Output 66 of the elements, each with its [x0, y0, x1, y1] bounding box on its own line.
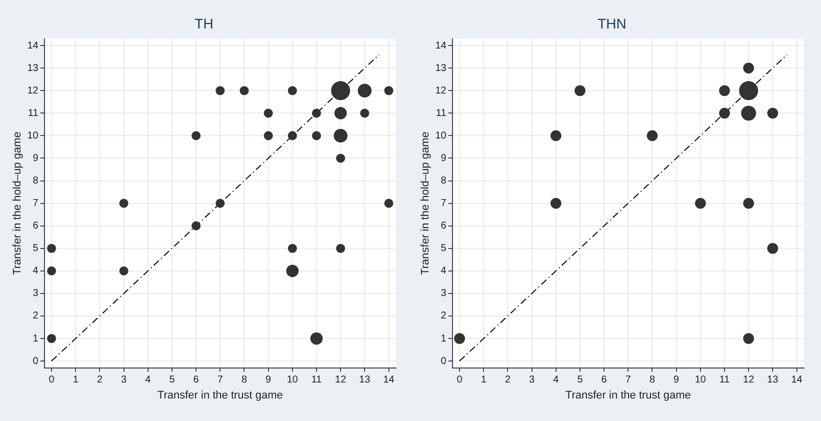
y-tick-label: 9: [440, 152, 447, 164]
x-tick-label: 1: [480, 374, 487, 386]
y-tick-label: 3: [32, 288, 39, 300]
x-tick-label: 5: [169, 374, 176, 386]
x-tick-label: 3: [121, 374, 128, 386]
x-tick-label: 1: [72, 374, 79, 386]
y-tick-label: 1: [32, 333, 39, 344]
y-tick-label: 4: [440, 266, 447, 277]
y-tick-label: 12: [27, 85, 39, 96]
x-tick-label: 7: [625, 374, 632, 386]
y-tick-label: 8: [32, 176, 39, 187]
y-tick-label: 1: [440, 333, 447, 344]
y-tick-label: 5: [440, 243, 447, 254]
x-tick-label: 8: [241, 374, 248, 386]
x-tick-label: 3: [529, 374, 536, 386]
x-tick-label: 5: [577, 374, 584, 386]
y-tick-label: 6: [440, 220, 447, 232]
y-tick-label: 8: [440, 176, 447, 187]
y-tick-label: 4: [32, 266, 39, 277]
x-tick-label: 6: [193, 374, 200, 386]
x-tick-label: 12: [335, 374, 347, 386]
y-tick-label: 7: [32, 198, 39, 210]
x-axis-title: Transfer in the trust game: [565, 389, 691, 402]
y-tick-label: 5: [32, 243, 39, 254]
x-tick-label: 7: [217, 374, 224, 386]
x-tick-label: 10: [286, 374, 298, 386]
x-tick-label: 12: [743, 374, 755, 386]
x-tick-label: 0: [456, 374, 463, 386]
x-tick-label: 4: [145, 374, 152, 386]
x-axis-title: Transfer in the trust game: [157, 389, 283, 402]
y-tick-label: 11: [28, 108, 39, 119]
y-tick-label: 11: [436, 108, 447, 119]
x-tick-label: 14: [791, 374, 803, 386]
y-tick-label: 10: [27, 130, 39, 142]
y-tick-label: 13: [27, 62, 39, 74]
x-tick-label: 10: [694, 374, 706, 386]
y-tick-label: 6: [32, 220, 39, 232]
x-tick-label: 11: [719, 374, 730, 386]
x-tick-label: 9: [266, 374, 272, 386]
y-tick-label: 2: [440, 310, 447, 322]
x-tick-label: 11: [311, 374, 322, 386]
y-tick-label: 14: [27, 40, 39, 52]
y-tick-label: 14: [435, 40, 447, 52]
x-tick-label: 6: [601, 374, 608, 386]
chart-title: THN: [598, 15, 626, 32]
y-tick-label: 9: [32, 152, 39, 164]
y-axis-title: Transfer in the hold–up game: [12, 132, 24, 275]
y-tick-label: 10: [435, 130, 447, 142]
x-tick-label: 14: [383, 374, 395, 386]
y-axis-title: Transfer in the hold–up game: [420, 132, 432, 275]
x-tick-label: 2: [504, 374, 511, 386]
x-tick-label: 2: [96, 374, 103, 386]
y-tick-label: 3: [440, 288, 447, 300]
x-tick-label: 9: [674, 374, 680, 386]
y-tick-label: 7: [440, 198, 447, 210]
x-tick-label: 0: [48, 374, 55, 386]
y-tick-label: 12: [435, 85, 447, 96]
y-tick-label: 13: [435, 62, 447, 74]
x-tick-label: 8: [649, 374, 656, 386]
y-tick-label: 2: [32, 310, 39, 322]
y-tick-label: 0: [32, 356, 39, 367]
x-tick-label: 13: [359, 374, 371, 386]
x-tick-label: 13: [767, 374, 779, 386]
chart-title: TH: [194, 15, 214, 32]
x-tick-label: 4: [553, 374, 560, 386]
y-tick-label: 0: [440, 356, 447, 367]
